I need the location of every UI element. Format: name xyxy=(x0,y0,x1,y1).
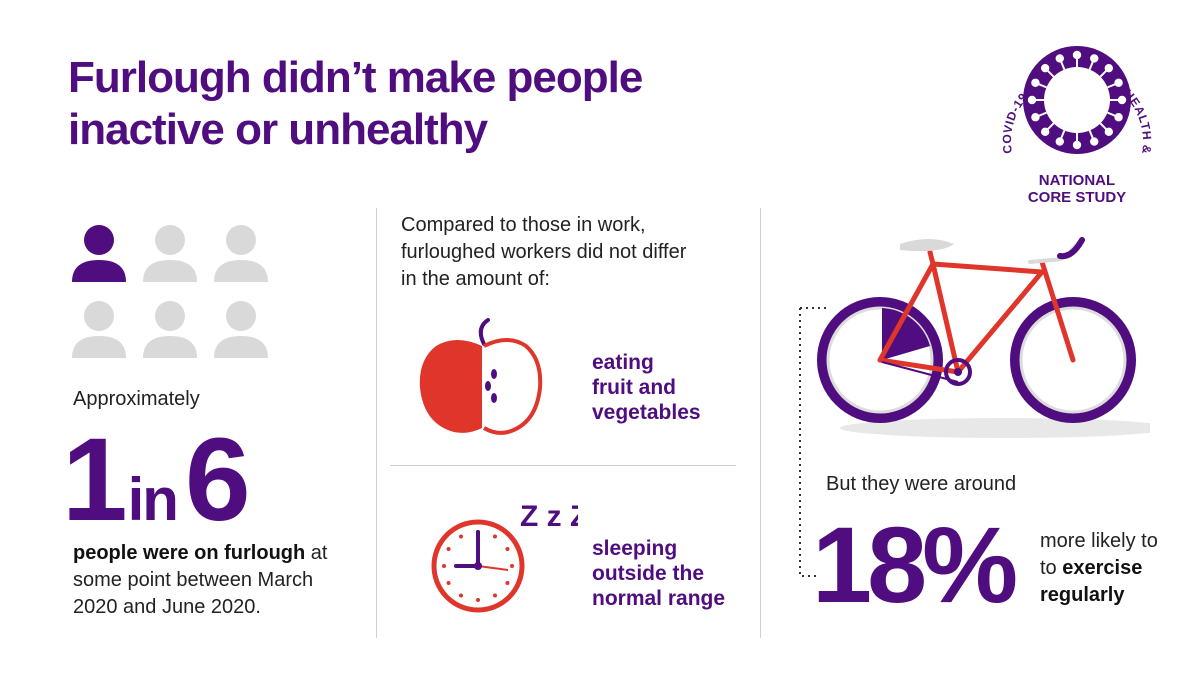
one-in-six-stat: 1 in6 xyxy=(62,420,251,540)
likely-line-1: more likely to xyxy=(1040,530,1158,552)
people-icon-grid xyxy=(72,225,268,358)
fruit-label-line-3: vegetables xyxy=(592,401,701,424)
fruit-label-line-1: eating xyxy=(592,351,654,374)
badge-label-line-1: NATIONAL xyxy=(1038,172,1116,189)
person-icon xyxy=(143,225,197,282)
column-divider-left xyxy=(376,208,377,638)
but-around-text: But they were around xyxy=(826,473,1017,495)
person-icon xyxy=(214,225,268,282)
page-title: Furlough didn’t make people inactive or … xyxy=(68,52,643,156)
sleep-label: sleeping outside the normal range xyxy=(592,536,725,611)
eighteen-percent-stat: 18% xyxy=(812,504,1018,625)
likely-line-3: regularly xyxy=(1040,582,1180,609)
likely-to-word: to xyxy=(1040,557,1063,579)
comparison-intro: Compared to those in work, furloughed wo… xyxy=(401,214,687,290)
sleep-label-line-2: outside the xyxy=(592,562,705,585)
national-core-study-logo: COVID-19 LONGITUDINAL HEALTH & WELLBEING xyxy=(992,20,1154,155)
title-line-2: inactive or unhealthy xyxy=(68,105,488,154)
title-line-1: Furlough didn’t make people xyxy=(68,53,643,102)
furlough-description: people were on furlough at some point be… xyxy=(73,540,353,621)
ratio-denominator: 6 xyxy=(184,414,251,546)
person-icon xyxy=(72,301,126,358)
regularly-bold: regularly xyxy=(1040,584,1125,606)
column-divider-right xyxy=(760,208,761,638)
person-icon-highlighted xyxy=(72,225,126,282)
zzz-text: Z z Z xyxy=(520,500,578,533)
middle-row-divider xyxy=(390,465,736,466)
fruit-label-line-2: fruit and xyxy=(592,376,676,399)
likely-line-2: to exercise xyxy=(1040,555,1180,582)
exercise-bold: exercise xyxy=(1062,557,1143,579)
furlough-bold-text: people were on furlough xyxy=(73,542,306,564)
person-icon xyxy=(143,301,197,358)
ratio-word: in xyxy=(127,466,179,533)
sleep-label-line-3: normal range xyxy=(592,587,726,610)
approximately-text: Approximately xyxy=(73,388,200,410)
bicycle-icon xyxy=(799,237,1150,577)
clock-icon: Z z Z xyxy=(431,500,578,613)
fruit-vegetables-label: eating fruit and vegetables xyxy=(592,350,701,425)
apple-icon xyxy=(419,318,543,435)
sleep-label-line-1: sleeping xyxy=(592,537,678,560)
badge-label-line-2: CORE STUDY xyxy=(1027,189,1127,206)
furlough-rest-text: at some point between March 2020 and Jun… xyxy=(73,542,328,618)
ratio-numerator: 1 xyxy=(62,414,128,546)
badge-label: NATIONAL CORE STUDY xyxy=(992,172,1162,206)
exercise-likely-text: more likely to to exercise regularly xyxy=(1040,528,1180,609)
person-icon xyxy=(214,301,268,358)
